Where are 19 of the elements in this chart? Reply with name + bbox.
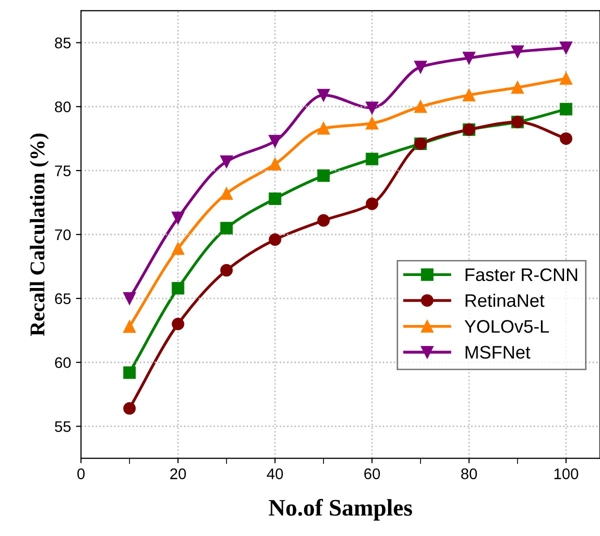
legend-label: YOLOv5-L [464, 320, 549, 333]
y-tick-label: 70 [55, 229, 71, 240]
y-axis-title: Recall Calculation (%) [30, 134, 49, 336]
x-tick-label: 60 [364, 468, 380, 480]
x-tick-label: 40 [266, 468, 283, 480]
x-tick-label: 100 [554, 468, 578, 480]
x-tick-label: 0 [77, 468, 85, 480]
legend-label: RetinaNet [466, 294, 544, 307]
y-tick-label: 80 [54, 101, 71, 112]
y-tick-label: 60 [55, 357, 71, 368]
y-tick-label: 75 [55, 166, 71, 176]
y-tick-label: 55 [54, 421, 71, 432]
legend-label: MSFNet [466, 346, 530, 359]
x-tick-label: 80 [461, 468, 477, 480]
y-tick-label: 85 [54, 38, 71, 48]
y-tick-label: 65 [55, 293, 71, 304]
x-tick-label: 20 [170, 468, 186, 480]
legend-label: Faster R-CNN [466, 268, 578, 282]
x-axis-title: No.of Samples [268, 498, 412, 521]
